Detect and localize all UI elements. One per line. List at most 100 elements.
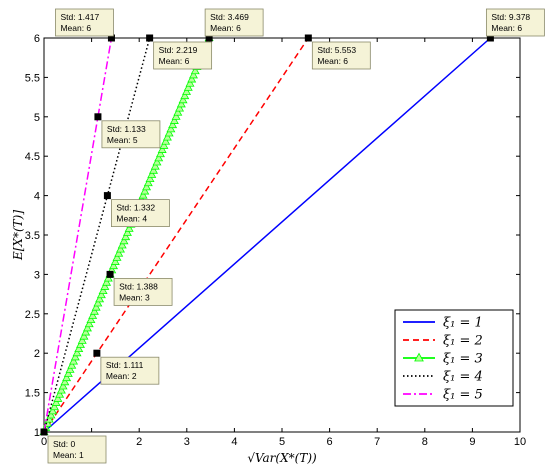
datatip-marker [40,428,48,436]
series-marker [77,335,87,344]
series-marker [121,232,131,241]
datatip-mean: Mean: 6 [317,56,348,66]
series-marker [102,277,112,286]
y-tick-label: 6 [34,33,40,45]
x-tick-label: 7 [374,436,380,448]
x-tick-label: 10 [514,436,526,448]
datatip-box [55,8,114,37]
series-marker [60,377,70,386]
legend-label: ξ₁ = 3 [443,352,483,367]
axis-ticks: 01234567891011.522.533.544.555.56 [25,33,526,448]
series-marker [157,145,167,153]
datatip-mean: Mean: 2 [106,371,137,381]
legend-label: ξ₁ = 5 [443,388,483,403]
series-marker [93,298,103,307]
series-line [43,37,113,433]
datatip-std: Std: 1.417 [60,12,99,22]
series-marker [161,136,171,145]
y-tick-label: 5 [34,112,40,124]
series-marker [53,394,63,402]
x-tick-label: 8 [422,436,428,448]
datatip-marker [93,349,101,357]
datatip-box [204,8,264,37]
datatip-std: Std: 1.332 [116,203,155,213]
datatip-std: Std: 3.469 [210,12,249,22]
series-marker [67,360,77,369]
series-marker [109,261,119,270]
series-marker [89,306,99,315]
datatip-std: Std: 1.111 [106,360,144,370]
datatip-box [311,41,371,70]
series-marker [51,398,61,406]
y-tick-label: 5.5 [25,72,40,84]
datatip-marker [146,34,154,42]
x-tick-label: 2 [136,436,142,448]
x-axis-label: √Var(X*(T)) [247,451,317,465]
series-marker [164,128,174,137]
series-marker [169,116,179,124]
datatip-std: Std: 1.133 [107,124,146,134]
datatip-box [111,199,170,228]
datatip-mean: Mean: 1 [53,450,84,460]
datatip-box [101,120,161,149]
y-tick-label: 3.5 [25,230,40,242]
series-marker [56,385,66,394]
datatip-box [47,435,107,464]
series-marker [62,373,72,382]
series-marker [82,323,92,332]
legend-label: ξ₁ = 2 [443,334,483,349]
series-marker [81,327,91,336]
series-marker [168,120,178,129]
series-marker [55,389,65,398]
series-marker [84,319,94,328]
series-marker [176,99,186,108]
legend-label: ξ₁ = 1 [443,316,483,331]
series-marker [74,344,84,353]
datatip-std: Std: 5.553 [317,45,356,55]
legend-label: ξ₁ = 4 [443,370,483,385]
y-tick-label: 1.5 [25,388,40,400]
series-marker [182,87,192,95]
series-marker [145,174,155,183]
series-marker [95,294,105,303]
series-marker [96,290,106,299]
x-tick-label: 5 [279,436,285,448]
series-marker [178,95,188,104]
series-marker [171,111,181,120]
series-marker [166,124,176,133]
datatip-mean: Mean: 6 [60,23,91,33]
series-marker [185,78,195,87]
series-marker [143,178,153,187]
datatip-std: Std: 0 [53,439,75,449]
y-tick-label: 3 [34,269,40,281]
series-marker [142,182,152,191]
datatip-marker [486,34,494,42]
series-marker [119,236,129,245]
series-marker [149,165,159,174]
series-marker [147,170,157,178]
x-tick-label: 6 [327,436,333,448]
series-marker [187,74,197,83]
y-tick-label: 1 [34,427,40,439]
series-marker [58,381,68,390]
series-marker [180,91,190,100]
series-marker [49,402,59,411]
series-marker [173,107,183,116]
datatip-marker [94,113,102,121]
series-marker [183,82,193,91]
series-marker [70,352,80,361]
series-marker [154,153,164,162]
series-marker [140,186,150,195]
series-marker [112,253,122,261]
series-marker [44,414,54,423]
series-marker [138,190,148,199]
